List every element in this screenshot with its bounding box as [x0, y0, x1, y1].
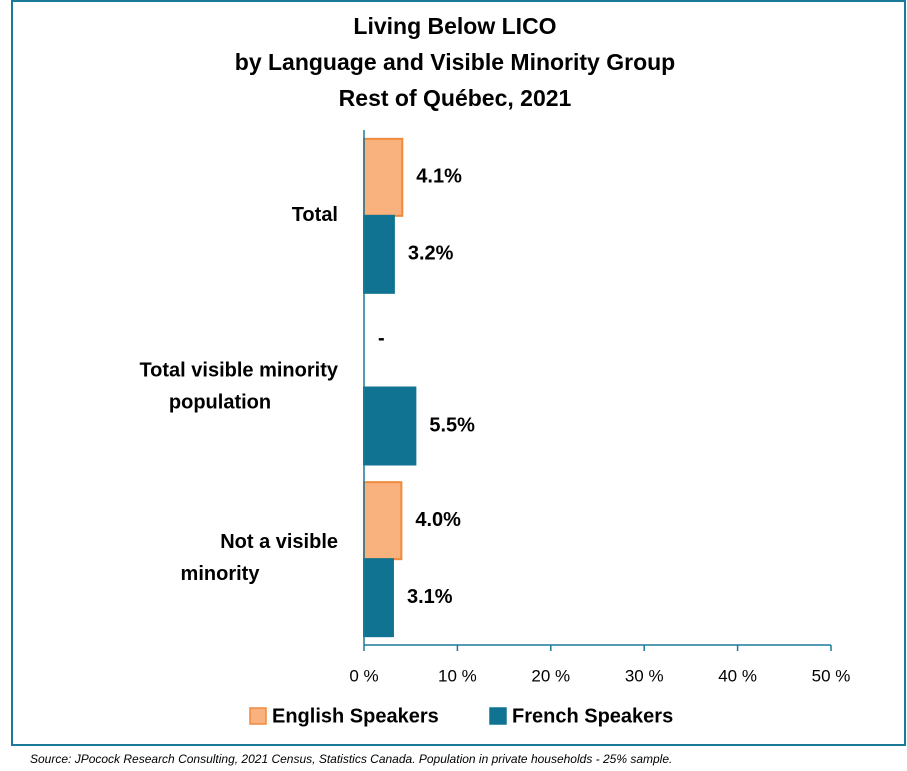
chart-title: Living Below LICO	[353, 13, 556, 39]
value-label: 3.1%	[407, 586, 453, 608]
x-tick-label: 20 %	[531, 666, 570, 685]
x-tick-label: 10 %	[438, 666, 477, 685]
value-label: 5.5%	[429, 414, 475, 436]
value-label: 4.0%	[415, 509, 461, 531]
x-tick-label: 50 %	[812, 666, 851, 685]
value-label: -	[378, 327, 385, 349]
chart-title: Rest of Québec, 2021	[339, 85, 572, 111]
bar	[363, 386, 417, 466]
chart-frame	[11, 0, 906, 746]
value-label: 3.2%	[408, 243, 454, 265]
x-tick-label: 30 %	[625, 666, 664, 685]
bar	[363, 214, 395, 294]
x-tick-label: 40 %	[718, 666, 757, 685]
bar	[363, 137, 404, 217]
bar	[363, 481, 403, 561]
bar	[363, 558, 394, 638]
legend-swatch	[489, 707, 507, 725]
value-label: 4.1%	[416, 166, 462, 188]
category-label: Total visible minority population	[139, 360, 338, 414]
category-label: Total	[292, 204, 338, 226]
x-tick-label: 0 %	[349, 666, 378, 685]
chart-title: by Language and Visible Minority Group	[235, 49, 675, 75]
legend-label: French Speakers	[512, 705, 673, 727]
category-label: Not a visible minority	[181, 531, 338, 585]
legend-swatch	[249, 707, 267, 725]
legend-label: English Speakers	[272, 705, 439, 727]
source-note: Source: JPocock Research Consulting, 202…	[30, 752, 672, 766]
